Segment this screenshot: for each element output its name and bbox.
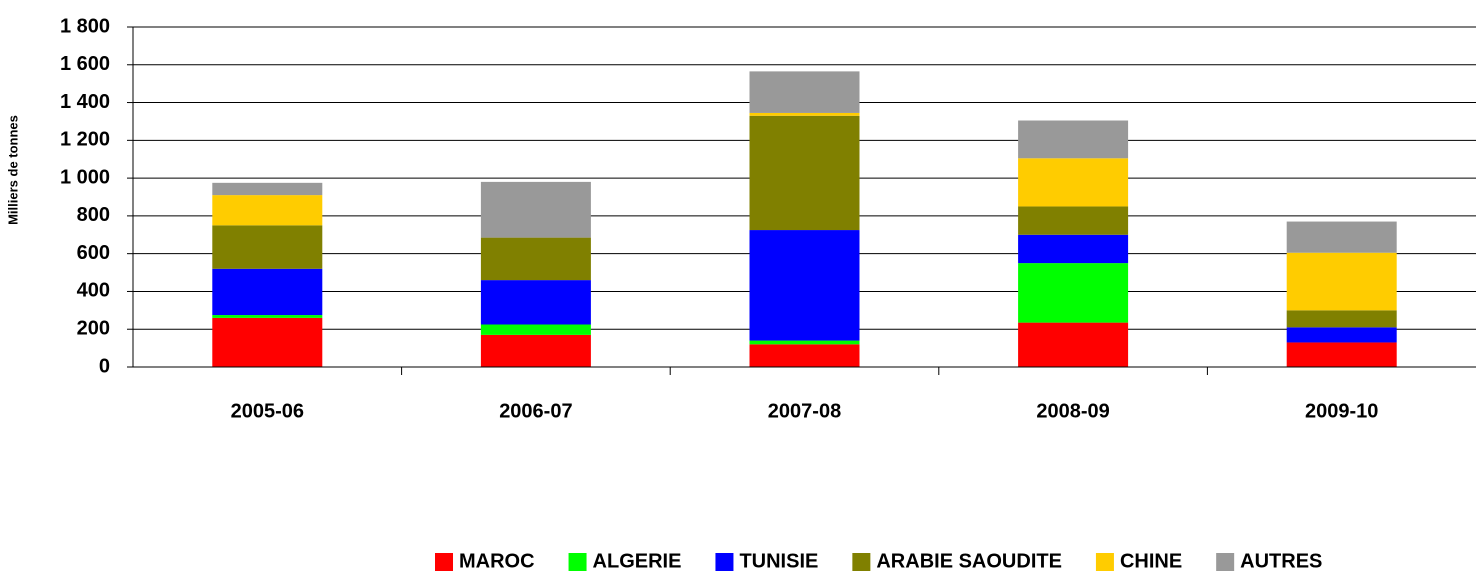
legend-label: MAROC xyxy=(459,550,535,572)
bar-segment xyxy=(1018,158,1129,207)
legend-label: TUNISIE xyxy=(739,550,818,572)
legend-swatch xyxy=(1216,553,1235,571)
legend-swatch xyxy=(435,553,453,571)
bar-segment xyxy=(1018,322,1129,367)
bar-segment xyxy=(749,344,860,367)
bar-segment xyxy=(1018,120,1129,159)
bar-segment xyxy=(749,112,860,116)
bar-segment xyxy=(212,268,323,316)
bar-segment xyxy=(212,225,323,269)
y-tick-label: 400 xyxy=(77,280,110,302)
legend-label: AUTRES xyxy=(1240,550,1322,572)
y-tick-label: 800 xyxy=(77,204,110,226)
bar-segment xyxy=(1018,263,1129,323)
bar-segment xyxy=(212,317,323,367)
bar-segment xyxy=(480,324,591,335)
y-tick-label: 600 xyxy=(77,242,110,264)
bar-segment xyxy=(749,115,860,231)
legend-swatch xyxy=(568,553,587,571)
y-tick-label: 1 400 xyxy=(60,91,110,113)
legend-label: ALGERIE xyxy=(593,550,682,572)
bar-segment xyxy=(212,195,323,226)
legend-label: CHINE xyxy=(1120,550,1182,572)
bar-segment xyxy=(480,181,591,238)
bar-segment xyxy=(480,280,591,325)
bar-segment xyxy=(1286,221,1397,253)
bar-segment xyxy=(480,237,591,281)
bar-segment xyxy=(212,315,323,318)
bar-segment xyxy=(1286,327,1397,343)
x-tick-label: 2007-08 xyxy=(768,400,841,422)
y-tick-label: 0 xyxy=(99,355,110,377)
y-tick-label: 1 800 xyxy=(60,15,110,37)
y-axis-title: Milliers de tonnes xyxy=(5,115,20,225)
legend-swatch xyxy=(852,553,871,571)
bar-segment xyxy=(1286,310,1397,328)
legend-swatch xyxy=(1095,553,1114,571)
bar-segment xyxy=(1286,252,1397,311)
bar-segment xyxy=(1286,342,1397,367)
bar-segment xyxy=(1018,206,1129,235)
x-tick-label: 2005-06 xyxy=(231,400,304,422)
y-tick-label: 1 600 xyxy=(60,53,110,75)
bar-segment xyxy=(212,182,323,196)
bar-segment xyxy=(480,334,591,367)
y-tick-label: 1 000 xyxy=(60,166,110,188)
legend-label: ARABIE SAOUDITE xyxy=(876,550,1062,572)
legend-swatch xyxy=(715,553,734,571)
x-tick-label: 2006-07 xyxy=(499,400,572,422)
x-tick-label: 2009-10 xyxy=(1305,400,1378,422)
bar-segment xyxy=(749,230,860,341)
bar-segment xyxy=(749,71,860,113)
bar-segment xyxy=(1018,234,1129,264)
x-tick-label: 2008-09 xyxy=(1036,400,1109,422)
bar-segment xyxy=(749,340,860,345)
y-tick-label: 1 200 xyxy=(60,129,110,151)
y-tick-label: 200 xyxy=(77,318,110,340)
